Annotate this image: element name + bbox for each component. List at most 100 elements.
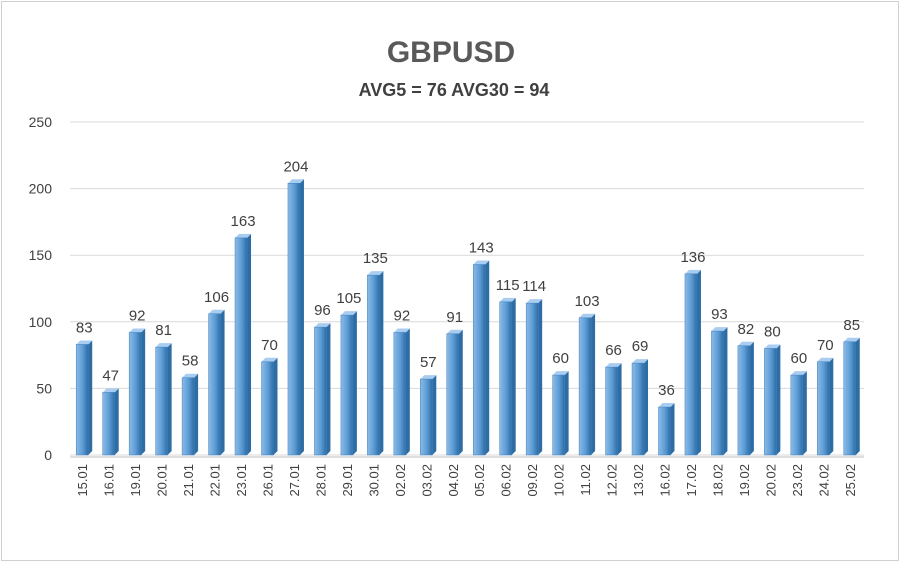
bar-side [458,329,463,455]
bar-side [141,328,146,455]
x-tick-label: 23.01 [234,464,249,497]
data-label: 105 [336,290,361,307]
bar-side [564,371,569,455]
data-label: 135 [363,250,388,267]
bar-front [737,345,751,456]
x-tick-label: 21.01 [181,464,196,497]
bar-side [829,357,834,455]
bar-top [817,357,834,362]
bar-24.02 [817,357,834,456]
bar-side [723,327,728,455]
bars [75,179,860,456]
x-tick-label: 03.02 [419,464,434,497]
bar-front [790,374,804,456]
bar-front [314,326,327,456]
data-label: 93 [711,306,728,323]
bar-front [525,302,539,456]
y-tick-label: 50 [36,380,52,396]
x-tick-label: 02.02 [393,464,408,497]
x-tick-label: 18.02 [710,464,725,497]
bar-side [220,309,225,455]
data-label: 204 [283,158,308,175]
bar-side [432,375,437,455]
bar-20.01 [155,343,172,456]
bar-front [340,314,354,456]
bar-side [485,260,490,455]
bar-top [658,403,675,408]
bar-11.02 [578,313,596,456]
bar-top [102,388,119,393]
bar-front [684,273,698,456]
data-label: 85 [843,317,860,334]
bar-top [287,179,304,184]
bar-19.01 [128,328,146,456]
data-label: 66 [605,342,622,359]
bar-front [472,264,486,456]
x-tick-label: 06.02 [499,464,514,497]
bar-side [114,388,119,455]
bar-front [817,361,830,456]
x-tick-label: 16.01 [102,464,117,497]
bar-top [340,311,357,316]
x-tick-label: 22.01 [208,464,223,497]
bar-front [261,361,274,456]
data-label: 92 [393,307,410,324]
bar-side [352,311,357,455]
bar-side [88,340,93,455]
bar-front [208,313,221,456]
bar-side [749,341,754,455]
bar-29.01 [340,311,357,456]
x-axis-ticks: 15.01 16.01 19.01 20.01 21.01 22.01 23.01 26.01… [75,464,858,497]
x-tick-label: 25.02 [843,464,858,497]
bar-top [684,269,701,274]
bar-25.02 [843,337,860,456]
data-label: 136 [680,249,705,266]
bar-26.01 [261,357,278,456]
y-tick-label: 250 [29,114,53,130]
data-label: 60 [790,350,807,367]
x-tick-label: 19.01 [128,464,143,497]
bar-front [552,374,565,456]
bar-front [446,333,460,456]
x-tick-label: 13.02 [631,464,646,497]
data-label: 70 [817,337,834,354]
bar-top [764,344,781,349]
x-tick-label: 16.02 [658,464,673,497]
bar-17.02 [684,269,701,456]
data-label: 57 [420,354,437,371]
bar-23.02 [790,371,807,456]
bar-30.01 [367,271,384,456]
x-tick-label: 19.02 [737,464,752,497]
data-label: 82 [738,321,755,338]
data-label: 103 [575,293,600,310]
y-axis-ticks: 0 50 100 150 200 250 [29,114,53,463]
bar-top [393,328,410,333]
bar-side [802,371,807,455]
x-tick-label: 11.02 [578,464,593,496]
bar-side [511,297,516,455]
bar-front [420,378,433,456]
bar-06.02 [499,297,516,456]
bar-top [314,323,331,328]
bar-front [155,346,168,456]
x-tick-label: 15.01 [75,464,90,497]
bar-18.02 [711,327,728,456]
data-labels: 83 47 92 81 58 106 163 70 204 96 105 135 92 57 91 143 11… [76,158,860,399]
x-tick-label: 30.01 [366,464,381,497]
bar-side [776,344,781,455]
bar-side [299,179,304,455]
x-tick-label: 24.02 [816,464,831,497]
data-label: 69 [632,338,649,355]
bar-top [632,359,649,364]
data-label: 80 [764,323,781,340]
bar-side [696,269,701,455]
x-tick-label: 23.02 [790,464,805,497]
data-label: 58 [182,353,199,370]
data-label: 81 [155,322,172,339]
bar-front [631,362,645,456]
bar-15.01 [75,340,93,456]
bar-23.01 [234,233,252,456]
data-label: 91 [446,309,463,326]
bar-top [526,299,543,304]
bar-front [658,406,671,456]
